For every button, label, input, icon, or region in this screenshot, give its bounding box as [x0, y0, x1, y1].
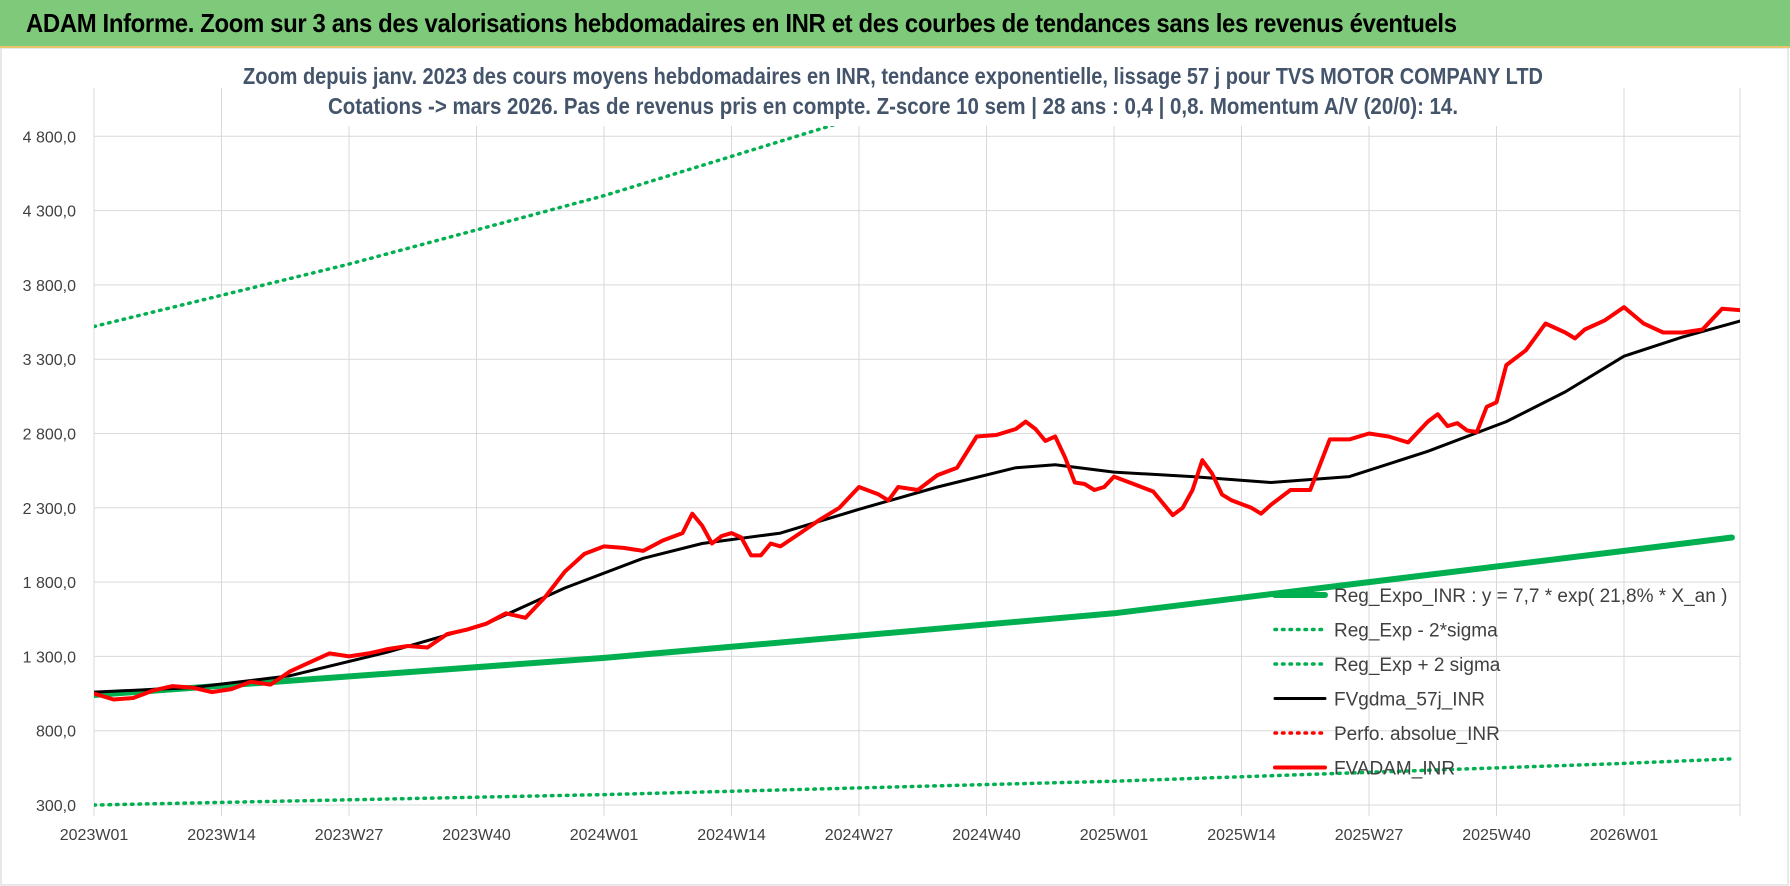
y-tick-label: 800,0: [36, 724, 76, 741]
y-tick-label: 1 300,0: [23, 649, 76, 666]
line-chart: 300,0 800,0 1 300,0 1 800,0 2 300,0 2 800,0 3 …: [0, 48, 1789, 886]
x-tick-label: 2024W40: [952, 827, 1021, 844]
legend-label: Reg_Exp + 2 sigma: [1334, 655, 1501, 676]
x-tick-label: 2023W01: [60, 827, 129, 844]
series-line-reg-exp: [94, 86, 958, 329]
x-tick-label: 2025W14: [1207, 827, 1276, 844]
x-tick-label: 2024W14: [697, 827, 766, 844]
title-box: [240, 60, 1540, 126]
x-tick-label: 2023W40: [442, 827, 511, 844]
x-tick-label: 2025W40: [1462, 827, 1531, 844]
chart-area: [0, 48, 1789, 886]
y-tick-label: 3 300,0: [23, 352, 76, 369]
y-tick-label: 4 300,0: [23, 204, 76, 221]
y-tick-label: 4 800,0: [23, 129, 76, 146]
banner-title: ADAM Informe. Zoom sur 3 ans des valoris…: [26, 8, 1457, 38]
x-tick-label: 2024W27: [825, 827, 894, 844]
legend: Reg_Expo_INR : y = 7,7 * exp( 21,8% * X_…: [1272, 586, 1727, 780]
legend-label: FVgdma_57j_INR: [1334, 690, 1485, 711]
legend-label: Reg_Exp - 2*sigma: [1334, 621, 1498, 642]
series-line-fvgdma-57j-inr: [94, 319, 1740, 694]
title-banner: ADAM Informe. Zoom sur 3 ans des valoris…: [0, 0, 1790, 48]
x-tick-label: 2025W27: [1335, 827, 1404, 844]
gridlines: [93, 88, 1741, 816]
x-tick-label: 2024W01: [570, 827, 639, 844]
series-line-reg-exp: [94, 757, 1734, 807]
chart-subtitle: Cotations -> mars 2026. Pas de revenus p…: [328, 93, 1458, 119]
y-tick-label: 2 300,0: [23, 501, 76, 518]
y-tick-label: 300,0: [36, 798, 76, 815]
x-tick-label: 2023W27: [315, 827, 384, 844]
x-tick-label: 2025W01: [1080, 827, 1149, 844]
y-tick-label: 3 800,0: [23, 278, 76, 295]
legend-label: FVADAM_INR: [1334, 759, 1455, 780]
x-axis-ticks: 2023W01 2023W14 2023W27 2023W40 2024W01 2024W…: [60, 827, 1659, 844]
legend-label: Reg_Expo_INR : y = 7,7 * exp( 21,8% * X_…: [1334, 586, 1727, 607]
legend-label: Perfo. absolue_INR: [1334, 724, 1500, 745]
chart-title: Zoom depuis janv. 2023 des cours moyens …: [243, 63, 1543, 89]
y-tick-label: 1 800,0: [23, 575, 76, 592]
y-axis-ticks: 300,0 800,0 1 300,0 1 800,0 2 300,0 2 800,0 3 …: [23, 129, 76, 815]
x-tick-label: 2026W01: [1590, 827, 1659, 844]
series-line-fvadam-inr: [94, 305, 1740, 702]
y-tick-label: 2 800,0: [23, 427, 76, 444]
series-lines: [94, 86, 1740, 807]
series-line-reg-expo-inr: [94, 534, 1735, 698]
x-tick-label: 2023W14: [187, 827, 256, 844]
